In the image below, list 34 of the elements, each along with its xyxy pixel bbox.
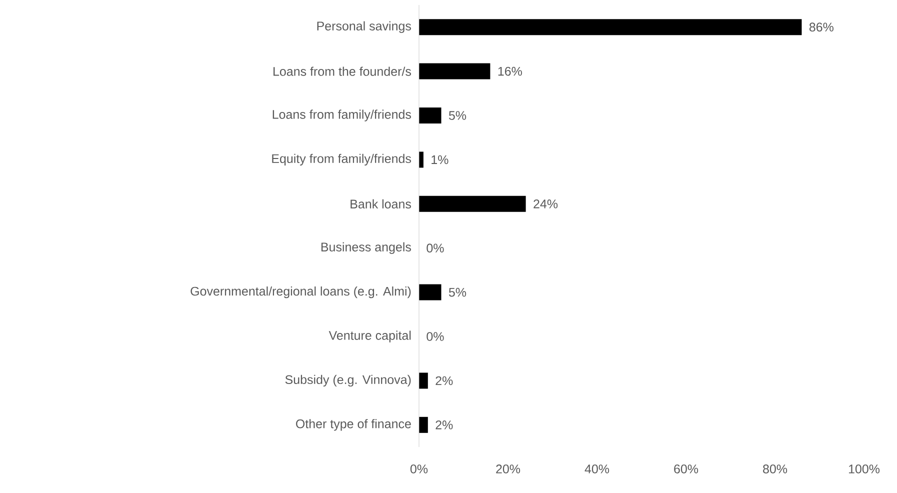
data-label: 86% <box>809 22 834 32</box>
bar <box>419 63 490 80</box>
y-tick-label: Business angels <box>321 242 411 254</box>
data-label: 0% <box>426 332 444 341</box>
bar <box>419 284 442 300</box>
data-label: 5% <box>448 288 466 297</box>
data-label: 16% <box>498 66 522 76</box>
y-tick-label: Subsidy (e.g. Vinnova) <box>285 374 411 387</box>
x-tick-label: 80% <box>763 464 788 474</box>
data-label: 1% <box>432 155 448 164</box>
bar <box>419 416 428 433</box>
y-tick-label: Other type of finance <box>296 419 411 431</box>
y-tick-label: Loans from the founder/s <box>274 66 411 76</box>
x-tick-label: 60% <box>674 464 698 474</box>
data-label: 2% <box>436 420 453 430</box>
data-label: 24% <box>534 200 558 208</box>
x-tick-label: 20% <box>496 464 520 474</box>
y-tick-label: Bank loans <box>350 199 411 208</box>
x-tick-label: 0% <box>410 464 428 474</box>
bar <box>419 196 526 212</box>
y-tick-label: Venture capital <box>328 330 411 342</box>
y-tick-label: Loans from family/friends <box>272 110 411 122</box>
data-label: 0% <box>426 244 444 253</box>
bar <box>419 372 428 389</box>
bar <box>419 19 802 36</box>
data-label: 2% <box>436 376 453 386</box>
bar <box>419 108 442 124</box>
y-tick-label: Personal savings <box>317 21 411 33</box>
x-tick-label: 100% <box>848 464 880 474</box>
data-label: 5% <box>448 111 466 120</box>
y-tick-label: Governmental/regional loans (e.g. Almi) <box>190 286 411 298</box>
bar <box>419 152 424 168</box>
x-tick-label: 40% <box>584 464 610 474</box>
y-tick-label: Equity from family/friends <box>272 154 411 166</box>
